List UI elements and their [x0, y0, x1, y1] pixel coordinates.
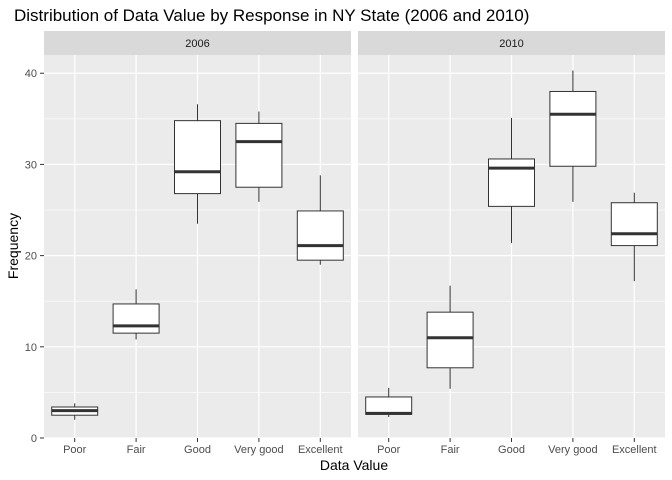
box-iqr	[296, 210, 344, 261]
x-tick-label: Poor	[63, 444, 87, 456]
chart-title: Distribution of Data Value by Response i…	[14, 6, 529, 25]
box-iqr	[235, 122, 283, 188]
facet-strip-label: 2006	[185, 38, 209, 50]
y-axis-title: Frequency	[5, 213, 21, 279]
y-tick-label: 10	[25, 342, 37, 354]
facet-strip	[358, 31, 665, 55]
facet-2006: 2006 Poor Fair Good Very good Excellent 0 10 20 3…	[25, 31, 351, 456]
box-poor	[51, 403, 99, 420]
x-tick-label: Excellent	[612, 444, 657, 456]
box-iqr	[112, 303, 160, 334]
box-excellent	[296, 175, 344, 265]
box-very-good	[235, 111, 283, 202]
facet-strip	[44, 31, 351, 55]
box-iqr	[174, 120, 221, 195]
box-iqr	[488, 158, 535, 207]
x-tick-label: Good	[184, 444, 211, 456]
y-tick-label: 30	[25, 159, 37, 171]
box-fair	[426, 285, 474, 389]
box-excellent	[610, 192, 658, 282]
x-tick-label: Fair	[441, 444, 460, 456]
box-iqr	[426, 311, 474, 369]
x-tick-label: Excellent	[298, 444, 343, 456]
x-tick-label: Very good	[548, 444, 598, 456]
facet-2010: 2010 Poor Fair Good Very good Excellent	[358, 31, 665, 456]
y-tick-label: 20	[25, 251, 37, 263]
y-tick-label: 40	[25, 68, 37, 80]
y-tick-label: 0	[31, 433, 37, 445]
box-good	[174, 104, 221, 224]
box-iqr	[549, 90, 597, 167]
box-very-good	[549, 70, 597, 202]
x-tick-label: Very good	[234, 444, 284, 456]
facet-strip-label: 2010	[499, 38, 523, 50]
x-axis-title: Data Value	[320, 457, 388, 473]
facet-panels: 2006 Poor Fair Good Very good Excellent 0 10 20 3…	[25, 31, 665, 456]
box-good	[488, 117, 535, 243]
x-tick-label: Fair	[127, 444, 146, 456]
x-tick-label: Good	[498, 444, 525, 456]
box-poor	[365, 387, 413, 418]
box-fair	[112, 289, 160, 340]
box-iqr	[610, 202, 658, 247]
box-iqr	[365, 396, 413, 415]
x-tick-label: Poor	[377, 444, 401, 456]
